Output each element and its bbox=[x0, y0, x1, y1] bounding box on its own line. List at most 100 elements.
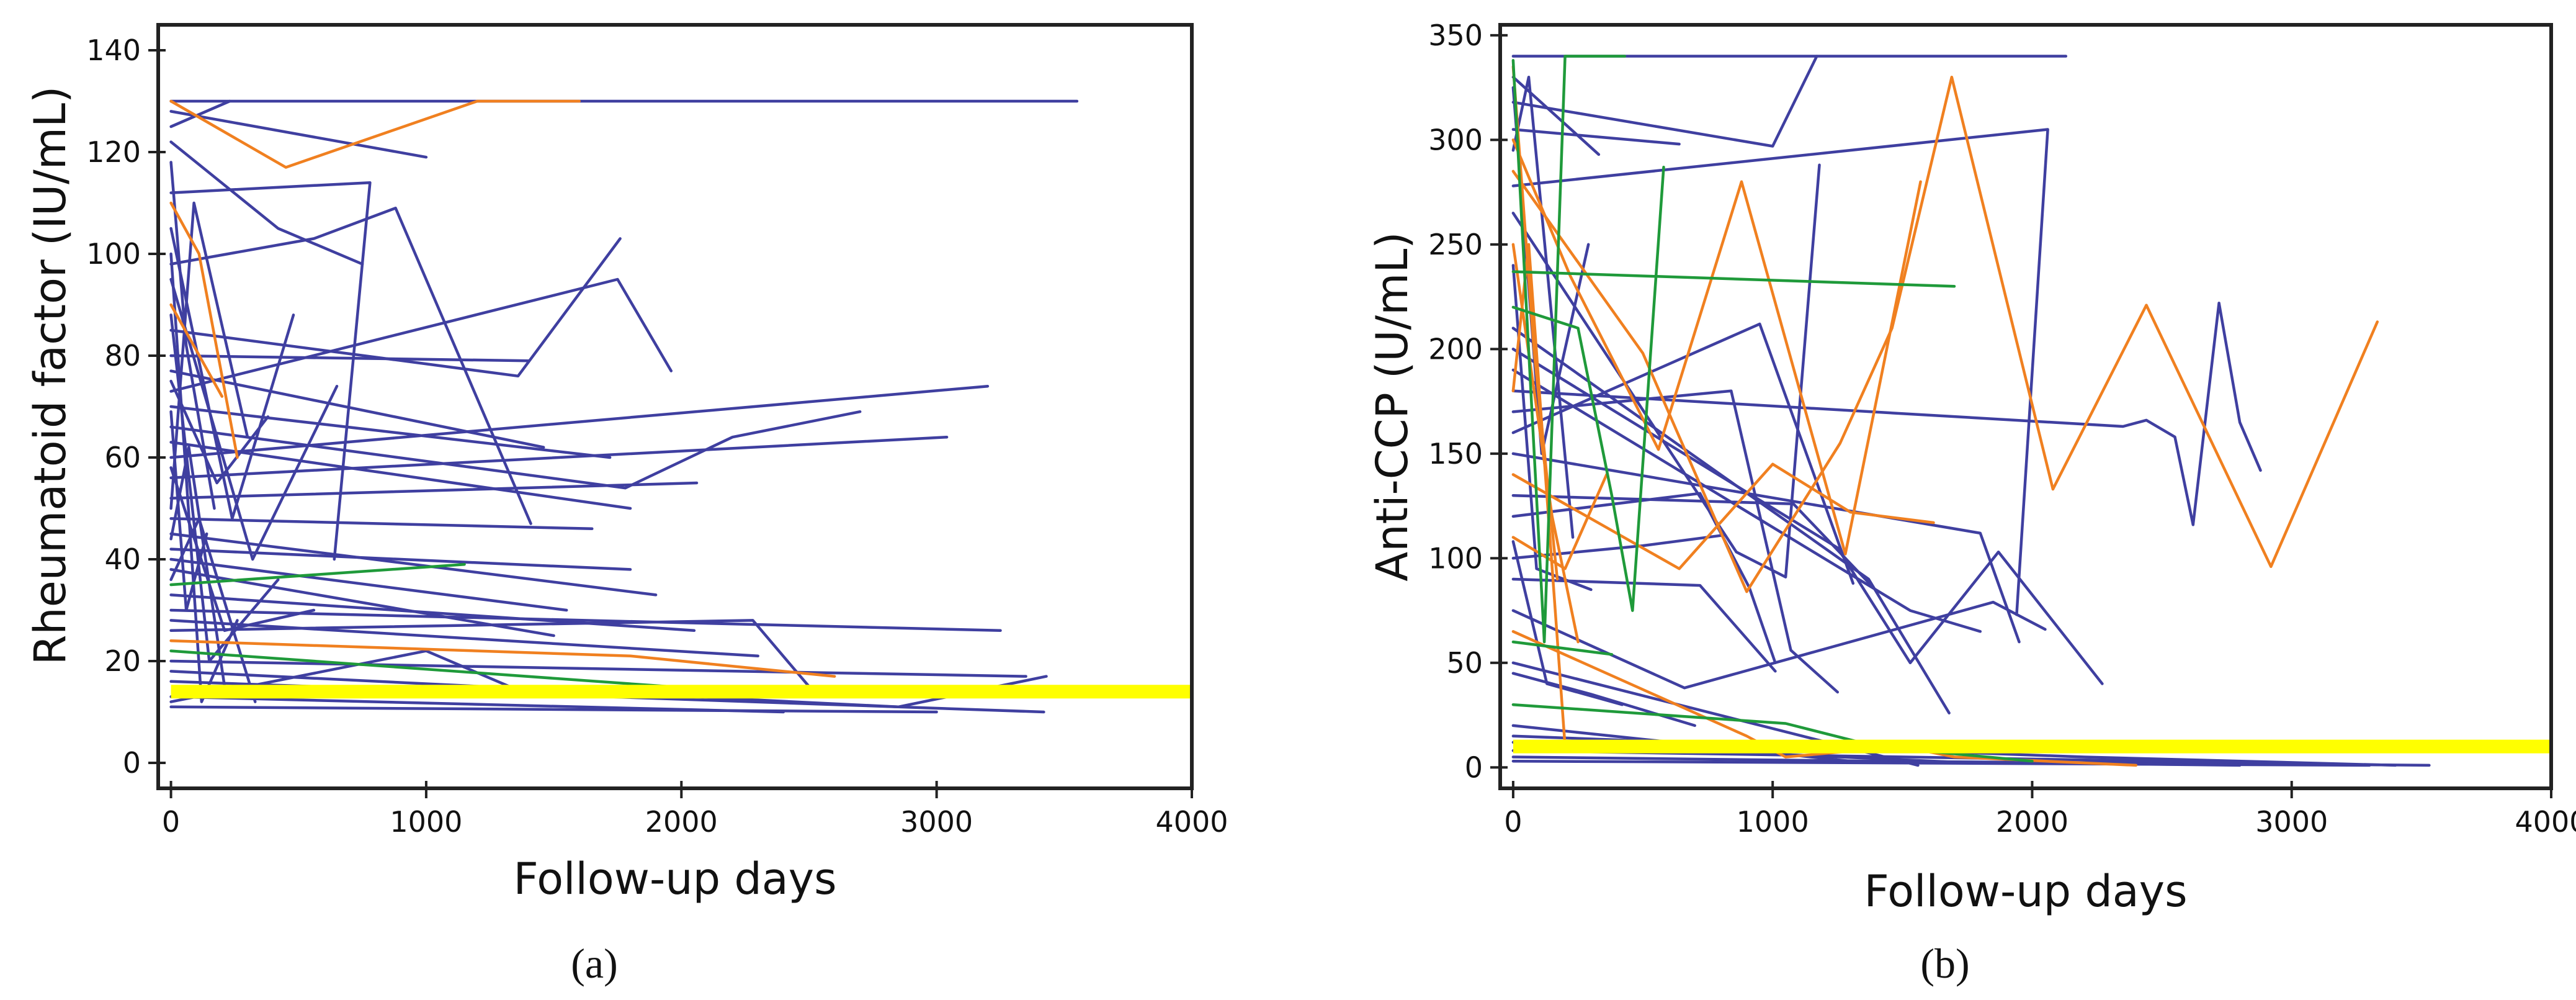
panel-a-series-line-18 bbox=[169, 532, 658, 597]
panel-b-y-tick-label-150: 150 bbox=[1428, 437, 1483, 471]
panel-a-series-line-20 bbox=[169, 557, 568, 612]
panel-b-series-line-6 bbox=[1511, 75, 2379, 593]
panel-a-series-line-44 bbox=[169, 410, 208, 612]
panel-a-y-tick-label-140: 140 bbox=[86, 34, 141, 67]
panel-a-series-line-16 bbox=[169, 481, 699, 500]
panel-a-series-line-7 bbox=[169, 237, 622, 378]
panel-b-x-tick-label-2000: 2000 bbox=[1996, 805, 2068, 839]
panel-a-series-line-35 bbox=[169, 303, 224, 398]
panel-a-series-line-33 bbox=[169, 705, 938, 714]
panel-b-series-line-11 bbox=[1511, 327, 1951, 714]
panel-b-series-line-13 bbox=[1511, 368, 1982, 633]
panel-a-series-line-45 bbox=[169, 446, 226, 688]
panel-a-series-line-15 bbox=[169, 435, 949, 480]
panel-a-series-line-25 bbox=[169, 619, 759, 658]
panel-b-series-line-7 bbox=[1511, 128, 2049, 616]
panel-a-y-axis-label: Rheumatoid factor (IU/mL) bbox=[25, 86, 76, 665]
panel-a-series-line-9 bbox=[169, 369, 545, 449]
panel-a-series-line-5 bbox=[169, 181, 372, 561]
panel-a-series-line-23 bbox=[169, 593, 696, 633]
panel-b-y-tick-label-100: 100 bbox=[1428, 541, 1483, 575]
panel-b-x-tick-label-1000: 1000 bbox=[1737, 805, 1809, 839]
panel-a-x-tick-label-1000: 1000 bbox=[390, 805, 462, 839]
panel-a-x-axis-label: Follow-up days bbox=[513, 854, 836, 904]
panel-b-y-axis-label: Anti-CCP (U/mL) bbox=[1367, 232, 1418, 581]
panel-b-series-line-5 bbox=[1511, 138, 1922, 556]
panel-b-series-line-38 bbox=[1511, 264, 1593, 592]
panel-a-series-line-10 bbox=[169, 277, 673, 393]
panel-b-y-tick-label-0: 0 bbox=[1465, 750, 1483, 784]
panel-b-series-line-23 bbox=[1511, 577, 1777, 673]
panel-a-series-line-46 bbox=[169, 517, 257, 703]
panel-b-series-line-24 bbox=[1511, 600, 2047, 690]
panel-a-series-line-27 bbox=[169, 639, 836, 678]
panel-a-series-line-43 bbox=[169, 252, 239, 703]
panel-a-y-tick-label-20: 20 bbox=[104, 644, 141, 678]
panel-b-series-line-36 bbox=[1511, 243, 1580, 644]
panel-a-series-line-42 bbox=[169, 161, 216, 510]
panel-a-series-line-13 bbox=[169, 441, 632, 510]
panel-b-series-line-21 bbox=[1511, 473, 1608, 570]
panel-a-y-tick-label-60: 60 bbox=[104, 441, 141, 474]
panel-a-frame bbox=[156, 23, 1194, 790]
panel-b-series-line-15 bbox=[1511, 389, 1840, 694]
panel-b-series-line-19 bbox=[1511, 493, 1873, 587]
panel-b-x-ticks: 0 1000 2000 3000 4000 bbox=[1504, 781, 2576, 839]
panel-b-frame bbox=[1498, 23, 2553, 790]
panel-b-series-line-1 bbox=[1511, 55, 1627, 644]
panel-b-series-line-9 bbox=[1511, 270, 1956, 288]
panel-b-y-tick-label-350: 350 bbox=[1428, 19, 1483, 52]
panel-b-y-tick-label-200: 200 bbox=[1428, 332, 1483, 366]
panel-b-x-axis-label: Follow-up days bbox=[1864, 866, 2187, 917]
panel-a-series-line-2 bbox=[169, 110, 428, 159]
panel-a-series-line-11 bbox=[169, 405, 612, 459]
panel-b-y-ticks: 0 50 100 150 200 250 300 350 bbox=[1428, 19, 1508, 784]
panel-b-series-line-12 bbox=[1511, 348, 2104, 685]
panel-b-series-line-10 bbox=[1511, 165, 1665, 612]
panel-b-series-line-28 bbox=[1511, 703, 2034, 763]
panel-a-y-tick-label-120: 120 bbox=[86, 135, 141, 169]
panel-b-series-line-26 bbox=[1511, 640, 1614, 656]
panel-a-series-line-4 bbox=[169, 140, 364, 266]
panel-b-x-tick-label-4000: 4000 bbox=[2515, 805, 2576, 839]
panel-a: 0 1000 2000 3000 4000 0 20 40 60 80 100 120 140 Fol… bbox=[25, 23, 1228, 987]
panel-a-series-line-29 bbox=[169, 659, 1027, 678]
panel-a-series-line-34 bbox=[169, 201, 239, 459]
panel-b-series-line-14 bbox=[1511, 301, 2262, 526]
panel-a-series-line-19 bbox=[169, 547, 632, 571]
panel-b-series-line-3 bbox=[1511, 55, 1818, 148]
panel-a-caption-label: (a) bbox=[571, 940, 617, 987]
panel-b-series-line-34 bbox=[1511, 759, 2371, 767]
panel-a-series-line-39 bbox=[169, 379, 270, 485]
panel-b-series-line-22 bbox=[1511, 533, 1725, 560]
panel-a-y-tick-label-40: 40 bbox=[104, 543, 141, 576]
panel-a-x-ticks: 0 1000 2000 3000 4000 bbox=[162, 781, 1228, 839]
panel-b-series-line-41 bbox=[1511, 243, 1567, 748]
panel-a-series-line-36 bbox=[169, 227, 295, 520]
panel-b-y-tick-label-50: 50 bbox=[1446, 646, 1483, 680]
panel-b-series-line-17 bbox=[1511, 452, 2021, 644]
panel-a-plot-area bbox=[169, 99, 1192, 714]
panel-a-series-line-1 bbox=[169, 99, 581, 169]
panel-a-series-line-28 bbox=[169, 649, 670, 688]
panel-a-series-line-12 bbox=[169, 410, 862, 490]
panel-a-y-tick-label-0: 0 bbox=[123, 746, 141, 780]
panel-a-series-line-41 bbox=[169, 201, 249, 510]
panel-a-x-tick-label-0: 0 bbox=[162, 805, 180, 839]
panel-a-x-tick-label-2000: 2000 bbox=[645, 805, 718, 839]
panel-a-x-tick-label-4000: 4000 bbox=[1155, 805, 1228, 839]
panel-b-plot-area bbox=[1511, 55, 2551, 767]
panel-a-y-tick-label-80: 80 bbox=[104, 339, 141, 372]
panel-b-y-tick-label-300: 300 bbox=[1428, 123, 1483, 156]
panel-b-caption-label: (b) bbox=[1920, 940, 1969, 987]
panel-b-x-tick-label-3000: 3000 bbox=[2255, 805, 2328, 839]
panel-a-series-line-6 bbox=[169, 206, 532, 525]
panel-a-y-ticks: 0 20 40 60 80 100 120 140 bbox=[86, 34, 166, 780]
panel-a-series-line-24 bbox=[169, 608, 1002, 633]
panel-a-x-tick-label-3000: 3000 bbox=[900, 805, 973, 839]
panel-b-series-line-4 bbox=[1511, 128, 1681, 146]
panel-a-series-line-8 bbox=[169, 354, 530, 363]
